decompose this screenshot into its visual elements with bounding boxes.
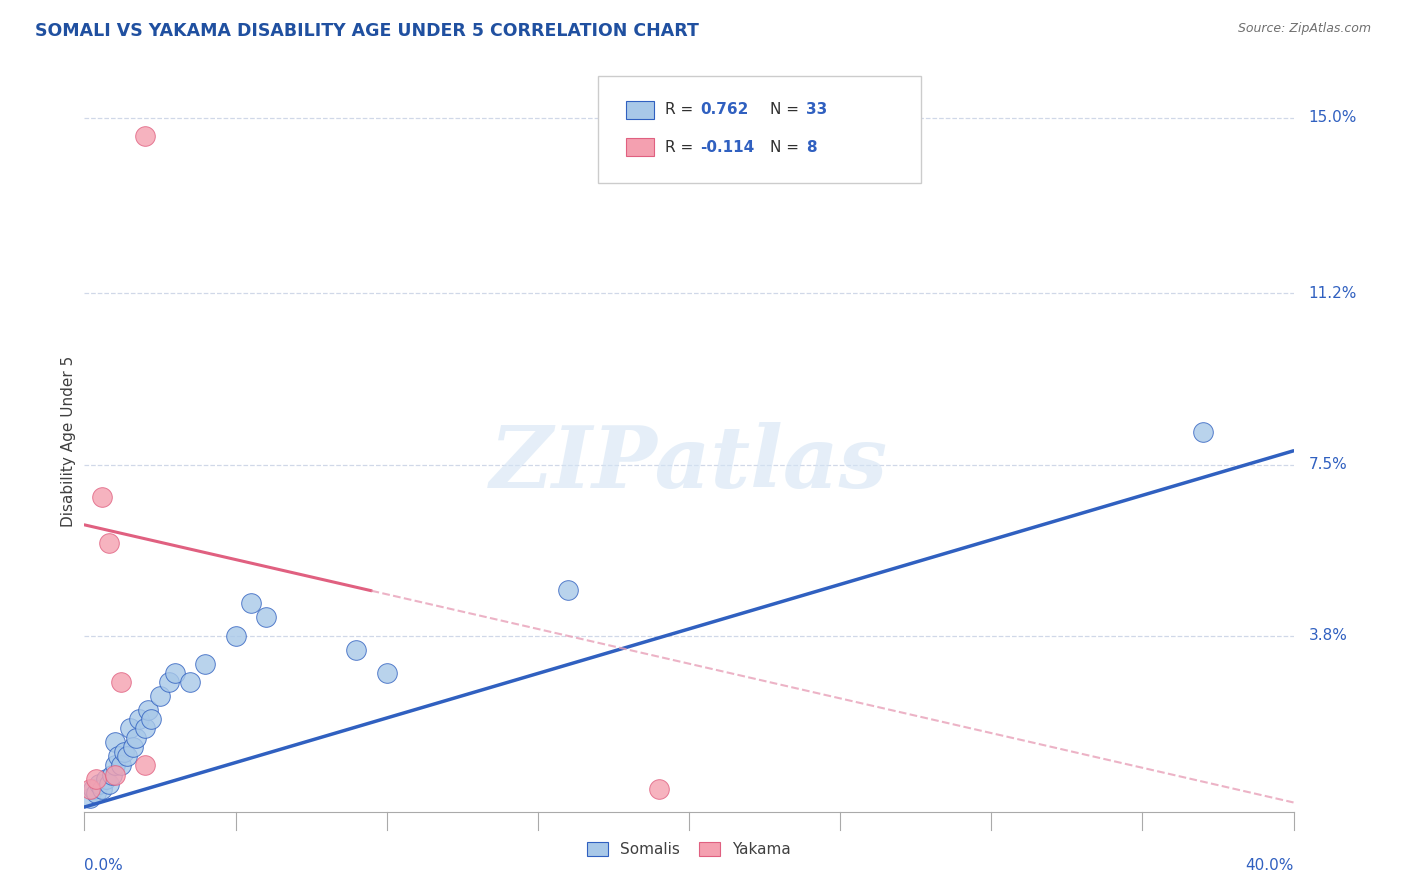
Point [91,490,114,504]
Point [149,689,172,703]
Point [134,129,156,144]
Point [125,731,148,745]
Point [107,749,129,764]
Text: Source: ZipAtlas.com: Source: ZipAtlas.com [1237,22,1371,36]
Point [134,722,156,736]
Point [97,777,120,791]
Point [346,642,368,657]
Text: 8: 8 [806,140,817,154]
Point [194,657,217,671]
Point [89,777,111,791]
Text: 0.0%: 0.0% [84,858,124,873]
Text: 40.0%: 40.0% [1246,858,1294,873]
Legend: Somalis, Yakama: Somalis, Yakama [581,836,797,863]
Point [121,739,143,754]
Point [79,790,101,805]
Text: 33: 33 [806,103,827,117]
Point [254,610,277,624]
Text: SOMALI VS YAKAMA DISABILITY AGE UNDER 5 CORRELATION CHART: SOMALI VS YAKAMA DISABILITY AGE UNDER 5 … [35,22,699,40]
Point [118,722,141,736]
Point [79,781,101,796]
Point [110,758,132,772]
Point [134,758,156,772]
Text: N =: N = [770,103,804,117]
Point [82,781,104,796]
Point [139,712,162,726]
Point [100,767,122,781]
Text: 3.8%: 3.8% [1309,628,1347,643]
Point [86,772,108,787]
Point [375,665,398,680]
Text: 15.0%: 15.0% [1309,110,1357,125]
Text: N =: N = [770,140,804,154]
Text: ZIPatlas: ZIPatlas [489,422,889,506]
Point [1192,425,1215,440]
Text: 0.762: 0.762 [700,103,748,117]
Point [165,665,187,680]
Point [97,536,120,550]
Point [557,582,579,597]
Point [179,675,201,690]
Point [86,786,108,800]
Point [104,767,127,781]
Point [91,781,114,796]
Point [110,675,132,690]
Point [136,703,159,717]
Text: 11.2%: 11.2% [1309,286,1357,301]
Point [104,758,127,772]
Text: R =: R = [665,140,699,154]
Text: R =: R = [665,103,699,117]
Point [648,781,671,796]
Point [157,675,180,690]
Text: -0.114: -0.114 [700,140,755,154]
Point [128,712,150,726]
Point [115,749,138,764]
Text: 7.5%: 7.5% [1309,458,1347,472]
Point [104,735,127,749]
Point [94,772,117,787]
Point [239,597,262,611]
Point [225,629,247,643]
Y-axis label: Disability Age Under 5: Disability Age Under 5 [60,356,76,527]
Point [112,745,135,759]
